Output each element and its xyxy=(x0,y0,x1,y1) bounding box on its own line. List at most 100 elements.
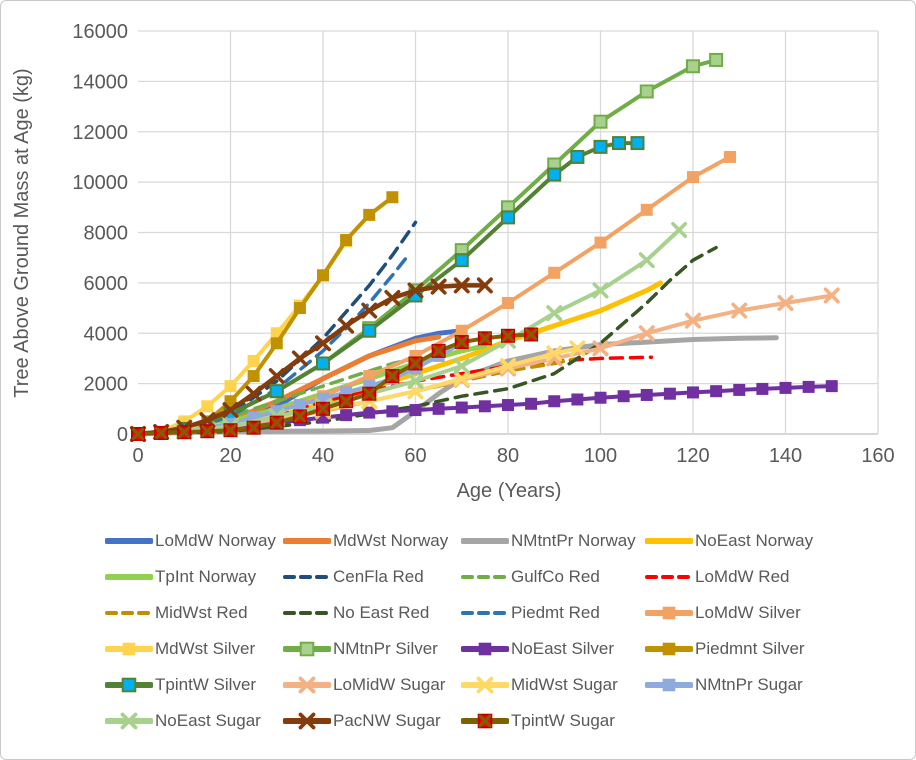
x-marker-icon xyxy=(453,370,470,387)
series-marker xyxy=(592,282,609,299)
legend-item-nmtnpr-sugar: NMtnPr Sugar xyxy=(645,673,845,696)
square-marker-icon xyxy=(502,399,514,412)
legend-item-noeast-sugar: NoEast Sugar xyxy=(105,709,283,732)
series-marker xyxy=(363,208,376,221)
square-marker-icon xyxy=(432,402,445,415)
y-tick-label: 12000 xyxy=(72,122,128,144)
series-marker xyxy=(548,266,561,279)
legend-label: CenFla Red xyxy=(333,566,424,586)
series-marker xyxy=(779,381,792,394)
legend-swatch-tpintw-silver xyxy=(105,677,153,692)
square-marker-icon xyxy=(639,84,654,99)
series-line-nmtntpr-norway xyxy=(135,335,779,437)
series-marker xyxy=(593,139,608,154)
x-marker-icon xyxy=(638,252,655,269)
series-marker xyxy=(502,399,514,412)
x-marker-icon xyxy=(270,416,283,429)
x-marker-icon xyxy=(777,295,794,312)
series-marker xyxy=(687,386,699,399)
legend-item-nmtntpr-norway: NMtntPr Norway xyxy=(461,529,645,552)
series-markers-tpintw-sugar xyxy=(131,327,539,441)
legend-item-tpintw-sugar: TpintW Sugar xyxy=(461,709,645,732)
x-marker-icon xyxy=(546,345,563,362)
square-marker-icon xyxy=(201,400,214,413)
series-marker xyxy=(454,335,469,350)
series-marker xyxy=(570,149,585,164)
legend-swatch-gulfco-red xyxy=(461,574,509,579)
series-marker xyxy=(546,345,563,362)
y-axis-title: Tree Above Ground Mass at Age (kg) xyxy=(11,68,33,397)
square-marker-icon xyxy=(340,234,353,247)
square-marker-icon xyxy=(662,678,676,691)
x-marker-icon xyxy=(501,329,515,342)
series-marker xyxy=(247,370,260,383)
legend-item-mdwst-silver: MdWst Silver xyxy=(105,637,283,660)
y-tick-label: 6000 xyxy=(84,273,129,295)
series-marker xyxy=(131,427,145,441)
square-marker-icon xyxy=(270,337,283,350)
square-marker-icon xyxy=(686,59,700,74)
series-marker xyxy=(408,356,423,371)
series-marker xyxy=(671,221,688,238)
series-marker xyxy=(453,357,470,374)
x-marker-icon xyxy=(247,421,260,434)
series-marker xyxy=(733,383,746,396)
x-marker-icon xyxy=(731,302,748,319)
y-tick-label: 0 xyxy=(117,424,128,446)
square-marker-icon xyxy=(825,380,838,393)
square-marker-icon xyxy=(710,385,723,398)
series-marker xyxy=(524,327,539,342)
series-marker xyxy=(298,676,316,693)
legend-item-nmtnpr-silver: NMtnPr Silver xyxy=(283,637,461,660)
x-marker-icon xyxy=(245,385,262,402)
series-marker xyxy=(299,641,315,656)
legend-item-lomdw-red: LoMdW Red xyxy=(645,565,845,588)
square-marker-icon xyxy=(386,191,399,204)
x-tick-label: 120 xyxy=(676,445,709,467)
series-line-no-east-red xyxy=(136,245,718,436)
y-tick-label: 10000 xyxy=(72,172,128,194)
legend-label: GulfCo Red xyxy=(511,566,600,586)
series-marker xyxy=(663,387,676,400)
legend-swatch-midwst-sugar xyxy=(461,676,509,693)
series-marker xyxy=(548,395,561,408)
legend-swatch-tpintw-sugar xyxy=(461,713,509,728)
series-marker xyxy=(315,335,331,352)
series-marker xyxy=(592,340,609,357)
series-marker xyxy=(477,331,492,346)
x-tick-label: 140 xyxy=(769,445,802,467)
series-marker xyxy=(477,713,493,728)
legend-label: LoMdW Silver xyxy=(695,602,801,622)
series-marker xyxy=(298,712,316,729)
series-marker xyxy=(731,302,748,319)
x-tick-label: 40 xyxy=(312,445,334,467)
legend-item-cenfla-red: CenFla Red xyxy=(283,565,461,588)
square-marker-icon xyxy=(547,167,562,182)
x-marker-icon xyxy=(500,357,516,374)
series-marker xyxy=(639,84,654,99)
legend-swatch-lomidw-sugar xyxy=(283,676,331,693)
series-marker xyxy=(363,370,376,383)
square-marker-icon xyxy=(502,297,514,310)
series-marker xyxy=(709,52,724,67)
legend-label: MdWst Silver xyxy=(155,638,256,658)
series-marker xyxy=(431,343,446,358)
x-marker-icon xyxy=(455,335,468,349)
square-marker-icon xyxy=(548,395,561,408)
series-marker xyxy=(687,171,699,184)
x-marker-icon xyxy=(409,357,422,370)
series-marker xyxy=(630,136,645,151)
series-marker xyxy=(385,369,400,384)
series-marker xyxy=(386,191,399,204)
square-marker-icon xyxy=(317,269,329,282)
square-marker-icon xyxy=(594,236,607,249)
square-marker-icon xyxy=(663,387,676,400)
square-marker-icon xyxy=(409,404,422,417)
legend-label: NoEast Silver xyxy=(511,638,614,658)
series-marker xyxy=(432,402,445,415)
series-marker xyxy=(546,305,563,322)
x-marker-icon xyxy=(268,368,285,385)
square-marker-icon xyxy=(571,393,584,406)
square-marker-icon xyxy=(570,149,585,164)
legend-label: TpintW Silver xyxy=(155,674,257,694)
